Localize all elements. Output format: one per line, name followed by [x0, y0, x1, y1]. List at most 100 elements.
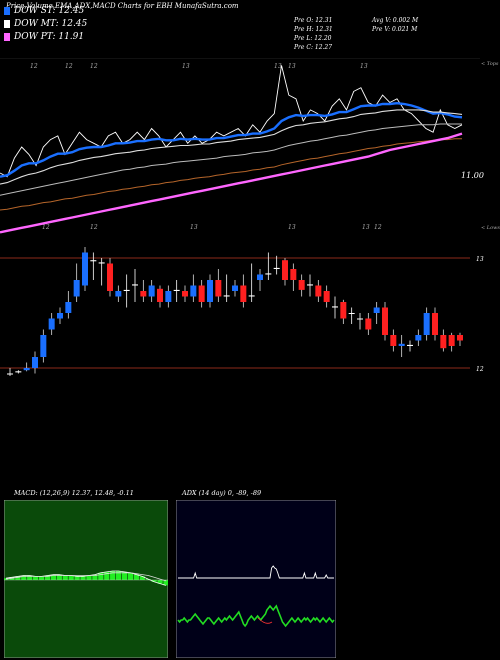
macd-bar: [15, 576, 21, 580]
candle-body: [390, 335, 397, 346]
candle-body: [373, 307, 380, 313]
macd-bar: [56, 574, 62, 580]
candle-body: [40, 335, 47, 357]
stat-pre-volume: Pre V: 0.021 M: [372, 26, 418, 33]
candle-body: [240, 285, 247, 302]
candle-body: [7, 373, 13, 375]
candle-body: [182, 291, 188, 297]
candle-body: [173, 289, 180, 291]
candle-body: [132, 284, 138, 286]
low-mark: 13: [288, 224, 296, 231]
candle-body: [273, 267, 280, 269]
candle-body: [157, 288, 163, 302]
candle-body: [140, 291, 147, 297]
candle-body: [207, 280, 213, 302]
candle-body: [215, 280, 222, 297]
macd-bar: [50, 574, 57, 580]
series-line-dow_pt: [0, 132, 463, 234]
adx-background: [176, 500, 336, 658]
candle-body: [323, 291, 330, 302]
candle-body: [282, 260, 288, 280]
candle-body: [357, 318, 363, 320]
candle-body: [415, 335, 422, 341]
candle-body: [65, 302, 72, 313]
series-line-ema_long: [0, 123, 462, 196]
legend-swatch: [4, 6, 10, 15]
legend-item: DOW ST: 12.45: [4, 4, 84, 17]
macd-bar: [157, 580, 163, 584]
candle-body: [123, 289, 130, 291]
adx-chart: [176, 500, 336, 658]
macd-bar: [9, 577, 15, 580]
candle-body: [307, 284, 313, 286]
tops-label: < Tops: [481, 61, 499, 67]
candle-body: [82, 252, 88, 286]
legend-item: DOW PT: 11.91: [4, 30, 84, 43]
price-label: 11.00: [461, 171, 484, 180]
legend-label: DOW ST: 12.45: [14, 5, 85, 16]
level-label-13: 13: [476, 256, 484, 263]
macd-bar: [92, 574, 98, 580]
macd-bar: [133, 574, 139, 580]
macd-bar: [21, 575, 27, 580]
macd-bar: [74, 576, 80, 580]
stat-avg-volume: Avg V: 0.002 M: [372, 17, 419, 24]
candle-body: [298, 280, 305, 290]
level-label-12: 12: [476, 366, 484, 373]
low-mark: 12: [374, 224, 382, 231]
candle-body: [57, 313, 63, 319]
macd-bar: [80, 576, 86, 580]
candle-body: [248, 295, 255, 297]
low-mark: 13: [362, 224, 370, 231]
adx-line: [178, 565, 334, 579]
candle-body: [115, 291, 122, 297]
low-mark: 13: [190, 224, 198, 231]
lows-label: < Lows: [481, 225, 500, 231]
candle-body: [265, 273, 272, 275]
candle-body: [148, 285, 155, 297]
series-line-price: [0, 65, 463, 178]
top-mark: 12: [65, 63, 73, 70]
series-line-ema_short: [0, 101, 463, 178]
candle-body: [223, 295, 230, 297]
candle-body: [407, 344, 413, 346]
candle-body: [423, 313, 430, 335]
candle-body: [90, 260, 97, 262]
stat-open: Pre O: 12.31: [294, 17, 333, 24]
candle-body: [232, 285, 238, 291]
macd-line-macd: [5, 570, 167, 586]
macd-bar: [151, 580, 157, 582]
legend-swatch: [4, 32, 10, 41]
macd-bar: [98, 572, 104, 580]
legend-swatch: [4, 19, 10, 28]
candle-body: [73, 280, 80, 297]
candle-body: [15, 371, 22, 373]
di-minus-line: [257, 617, 273, 624]
macd-bar: [62, 575, 68, 580]
candle-body: [432, 313, 438, 335]
legend-item: DOW MT: 12.45: [4, 17, 87, 30]
top-mark: 13: [182, 63, 190, 70]
macd-bar: [115, 571, 122, 580]
candle-body: [365, 318, 372, 330]
top-mark: 13: [288, 63, 296, 70]
macd-bar: [139, 576, 145, 580]
stat-close: Pre C: 12.27: [294, 44, 333, 51]
candle-body: [198, 285, 205, 302]
macd-bar: [110, 571, 116, 580]
candle-body: [457, 335, 463, 341]
series-line-ema_mid: [0, 109, 463, 185]
top-mark: 12: [30, 63, 38, 70]
di-line: [177, 604, 335, 628]
candle-body: [440, 335, 447, 349]
candle-body: [165, 291, 172, 302]
series-line-ema_trend: [0, 138, 462, 211]
stat-high: Pre H: 12.31: [294, 26, 333, 33]
candle-body: [32, 357, 38, 368]
candle-body: [190, 285, 197, 297]
macd-bar: [33, 576, 39, 580]
macd-line-signal: [5, 572, 167, 582]
candle-body: [23, 368, 30, 371]
candle-body: [98, 262, 105, 264]
candle-body: [48, 318, 55, 330]
